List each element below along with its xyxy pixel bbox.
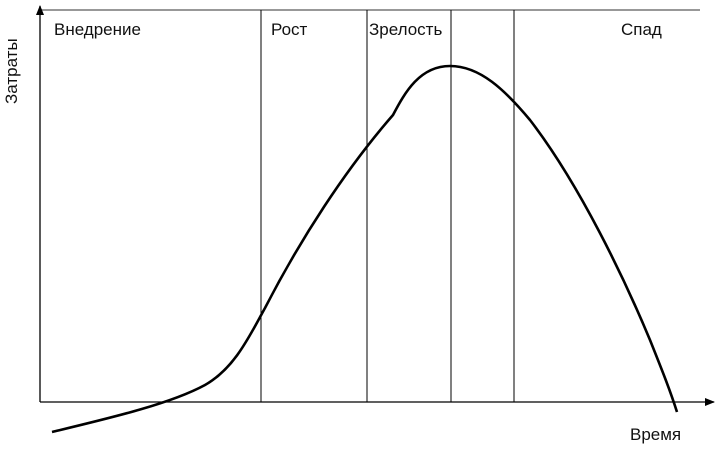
lifecycle-curve <box>51 64 679 434</box>
stage-label-growth: Рост <box>271 20 308 39</box>
stage-label-maturity: Зрелость <box>369 20 443 39</box>
stage-label-decline: Спад <box>621 20 662 39</box>
y-axis-label: Затраты <box>2 38 21 104</box>
stage-label-introduction: Внедрение <box>54 20 141 39</box>
x-axis-label: Время <box>630 425 682 444</box>
